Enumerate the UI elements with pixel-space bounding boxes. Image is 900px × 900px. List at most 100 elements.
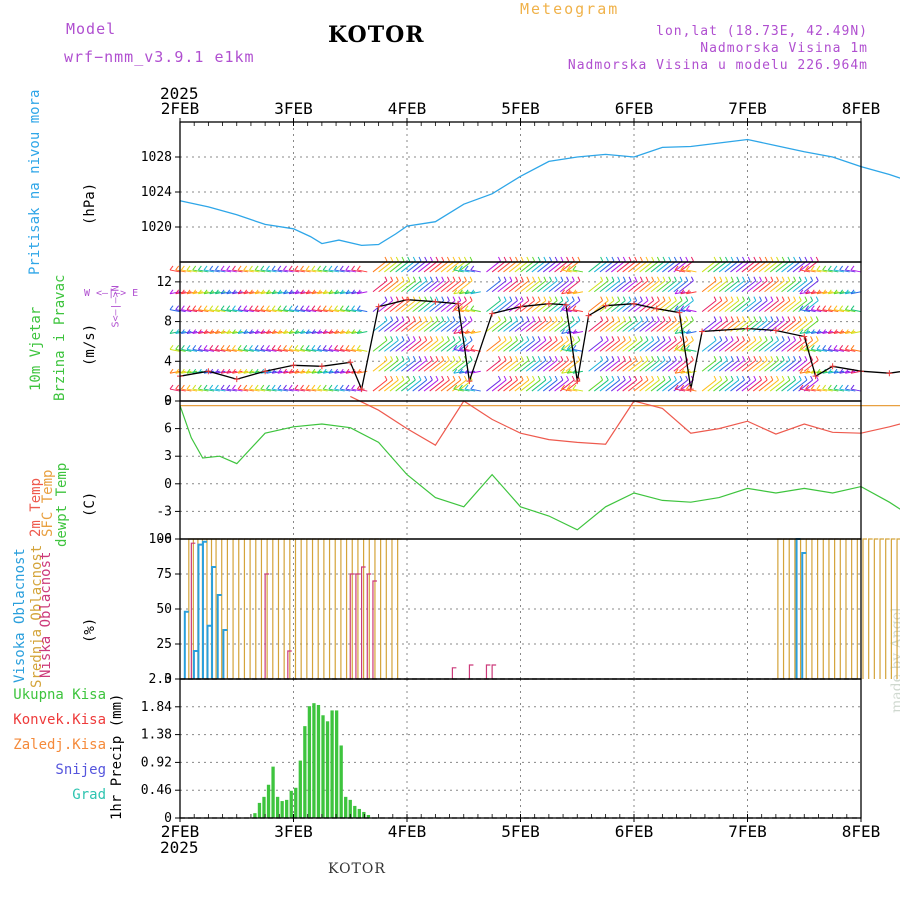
wind-barb — [811, 269, 822, 273]
wind-barb-feather — [429, 375, 433, 381]
wind-barb-feather — [452, 276, 456, 282]
wind-barb-feather — [266, 384, 270, 390]
wind-barb — [486, 339, 501, 352]
wind-barb — [401, 339, 416, 352]
wind-barb-feather — [793, 336, 796, 341]
wind-barb-feather — [690, 355, 694, 361]
wind-barb-feather — [169, 368, 174, 374]
wind-barb — [610, 260, 626, 273]
wind-barb-feather — [561, 265, 565, 271]
wind-barb-feather — [446, 375, 450, 381]
wind-barb — [707, 260, 723, 273]
wind-barb-feather — [418, 296, 422, 301]
wind-barb-feather — [833, 265, 838, 271]
wind-barb-feather — [605, 276, 609, 282]
wind-barb-feather — [561, 368, 565, 374]
wind-barb-feather — [554, 276, 558, 282]
wind-barb-feather — [572, 345, 577, 350]
wind-barb — [572, 388, 584, 392]
wind-barb — [209, 331, 220, 334]
wind-barb-feather — [197, 345, 202, 350]
wind-barb-feather — [798, 256, 802, 262]
wind-barb — [294, 388, 305, 392]
precip-bar — [307, 706, 312, 818]
legend-freezing-rain: Zaledj.Kisa — [13, 737, 106, 753]
wind-barb-feather — [822, 289, 827, 295]
wind-barb-feather — [804, 336, 808, 341]
wind-barb — [674, 388, 686, 392]
wind-barb-feather — [260, 345, 265, 350]
wind-barb-feather — [186, 289, 191, 295]
wind-barb-feather — [566, 305, 571, 310]
wind-barb-feather — [639, 296, 643, 301]
cloud-mid-bar — [289, 538, 294, 679]
wind-barb — [435, 280, 450, 293]
wind-barb-feather — [470, 289, 475, 295]
wind-barb — [300, 388, 311, 392]
wind-barb — [277, 370, 288, 374]
cloud-low-bar — [366, 573, 372, 679]
wind-barb — [845, 331, 856, 334]
wind-barb-feather — [680, 345, 685, 350]
wind-barb — [423, 320, 439, 332]
wind-barb-feather — [220, 289, 225, 295]
wind-barb — [811, 388, 822, 392]
wind-barb — [531, 280, 547, 293]
wind-barb — [514, 260, 530, 273]
wind-barb-feather — [543, 276, 547, 282]
wind-barb — [561, 370, 572, 374]
wind-barb-feather — [798, 276, 802, 282]
wind-barb-feather — [839, 368, 844, 374]
wind-barb — [781, 280, 796, 293]
wind-barb — [741, 359, 757, 372]
wind-barb-feather — [622, 375, 626, 381]
wind-barb-feather — [680, 384, 685, 390]
wind-barb — [747, 300, 762, 313]
cloud-low-bar — [372, 580, 377, 679]
wind-barb-feather — [566, 384, 571, 390]
wind-barb — [833, 370, 845, 374]
wind-barb — [186, 269, 198, 273]
wind-barb-feather — [418, 355, 422, 361]
wind-barb-feather — [232, 368, 236, 374]
wind-barb — [198, 331, 209, 334]
wind-barb-feather — [805, 384, 809, 390]
wind-barb — [238, 370, 249, 374]
wind-barb — [323, 331, 334, 334]
wind-barb-feather — [345, 305, 350, 310]
wind-barb-feather — [571, 256, 575, 262]
legend-conv-rain: Konvek.Kisa — [13, 712, 106, 728]
wind-barb — [340, 309, 351, 313]
wind-barb — [283, 291, 294, 295]
wind-barb-feather — [345, 384, 350, 390]
wind-barb — [277, 348, 288, 352]
wind-barb-feather — [685, 316, 689, 321]
wind-barb-feather — [799, 305, 804, 310]
wind-barb-feather — [566, 276, 569, 282]
wind-barb — [628, 280, 643, 293]
cloud-mid-bar — [868, 538, 873, 679]
wind-barb — [389, 359, 405, 372]
wind-barb-feather — [793, 276, 796, 282]
wind-barb-feather — [566, 336, 569, 341]
wind-barb — [554, 359, 569, 372]
wind-barb-feather — [673, 316, 677, 321]
wind-barb-feather — [526, 256, 530, 262]
wind-barb — [203, 291, 215, 295]
wind-barb-feather — [747, 276, 751, 282]
wind-barb — [255, 309, 266, 313]
wind-barb — [775, 280, 791, 293]
wind-barb-feather — [203, 329, 208, 334]
wind-barb — [781, 379, 796, 392]
wind-barb-feather — [673, 336, 677, 341]
wind-barb — [378, 359, 393, 372]
legend-snow: Snijeg — [55, 762, 106, 778]
cloud-low-bar — [264, 573, 270, 679]
wind-barb-feather — [345, 329, 350, 334]
wind-barb — [243, 388, 254, 392]
wind-barb-feather — [441, 355, 445, 361]
wind-barb — [418, 379, 433, 392]
wind-barb-feather — [543, 316, 547, 321]
wind-barb-feather — [526, 336, 530, 341]
wind-barb — [465, 309, 476, 313]
